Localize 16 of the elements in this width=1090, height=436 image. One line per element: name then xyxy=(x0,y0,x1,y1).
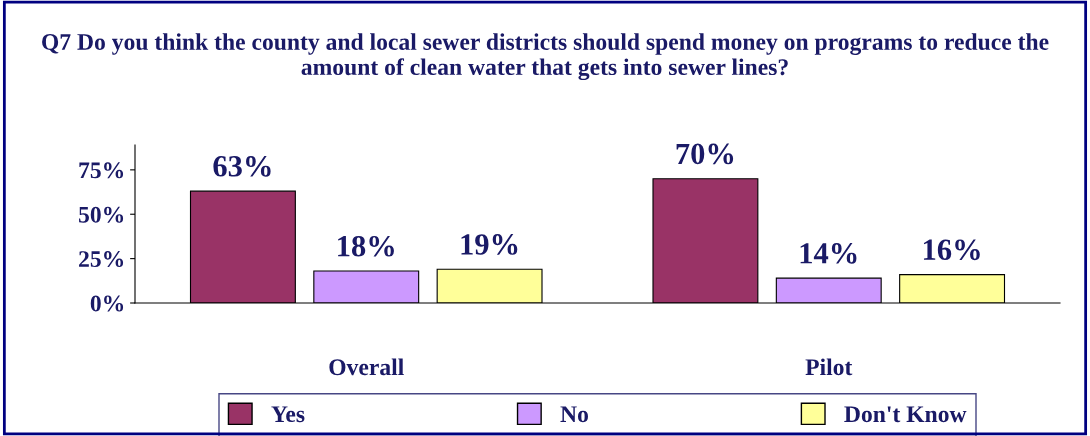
y-tick-label: 75% xyxy=(79,162,124,179)
data-label: 18% xyxy=(338,235,394,257)
chart-title: Q7 Do you think the county and local sewer districts should spend money on programs to reduce the amount of clean water that gets into sewer lines? xyxy=(42,33,1049,81)
data-label: 70% xyxy=(676,143,734,165)
legend-label: Yes xyxy=(271,406,305,423)
data-label: 16% xyxy=(923,239,980,261)
data-label: 14% xyxy=(800,242,857,264)
data-label: 19% xyxy=(461,234,518,255)
legend-label: No xyxy=(560,406,588,423)
x-tick-label: Pilot xyxy=(805,358,853,376)
y-tick-label: 25% xyxy=(79,251,124,268)
legend-label: Don't Know xyxy=(844,406,967,423)
x-tick-label: Overall xyxy=(329,358,404,376)
y-tick-label: 50% xyxy=(79,206,124,223)
data-label: 63% xyxy=(213,156,271,177)
y-tick-label: 0% xyxy=(90,295,124,312)
